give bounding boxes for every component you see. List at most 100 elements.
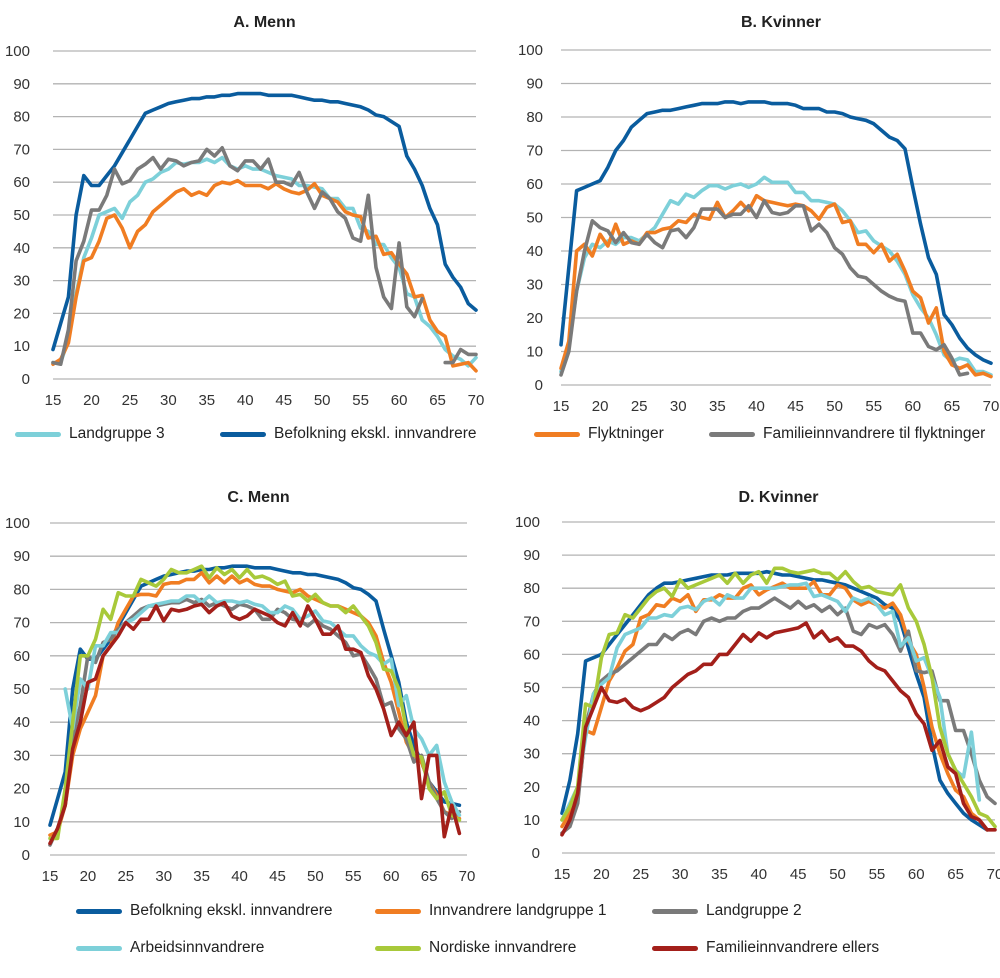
x-tick-label: 40 (748, 398, 765, 415)
series-line-arbeidsinnvandrere (560, 581, 982, 822)
legend-item: Befolkning ekskl. innvandrere (76, 902, 332, 920)
y-tick-label: 40 (523, 713, 540, 730)
x-tick-label: 50 (826, 398, 843, 415)
x-tick-label: 15 (554, 866, 571, 883)
x-tick-label: 45 (275, 392, 292, 409)
series-line-familieinnvandrere-ellers (560, 621, 997, 837)
x-tick-label: 40 (231, 868, 248, 885)
x-tick-label: 60 (391, 392, 408, 409)
legend-item: Flyktninger (534, 425, 664, 443)
x-tick-label: 55 (869, 866, 886, 883)
series-line-landgruppe-3 (559, 175, 993, 377)
y-tick-label: 100 (518, 42, 543, 59)
legend-label: Familieinnvandrere til flyktninger (763, 425, 986, 442)
x-tick-label: 40 (750, 866, 767, 883)
legend-label: Nordiske innvandrere (429, 939, 577, 956)
x-tick-label: 55 (865, 398, 882, 415)
panel-a-title: A. Menn (233, 14, 296, 31)
x-tick-label: 20 (592, 398, 609, 415)
x-tick-label: 45 (787, 398, 804, 415)
legend-swatch (15, 431, 61, 437)
y-tick-label: 30 (13, 273, 30, 290)
y-tick-label: 10 (523, 812, 540, 829)
y-tick-label: 0 (22, 371, 30, 388)
y-tick-label: 50 (526, 210, 543, 227)
series-line-flyktninger (559, 193, 993, 379)
y-tick-label: 0 (22, 847, 30, 864)
chart-a: 0 10 20 30 40 50 60 70 80 90 100 15 20 25 30 35 40 45 50 55… (5, 43, 485, 409)
y-tick-label: 20 (13, 305, 30, 322)
series-line-innvandrere-landgruppe-1 (560, 579, 989, 832)
x-tick-label: 40 (237, 392, 254, 409)
y-tick-label: 70 (13, 615, 30, 632)
x-tick-label: 35 (193, 868, 210, 885)
legend-swatch (534, 431, 580, 437)
x-tick-label: 65 (421, 868, 438, 885)
x-tick-label: 35 (711, 866, 728, 883)
y-tick-label: 70 (13, 141, 30, 158)
x-tick-label: 60 (904, 398, 921, 415)
legend-item: Familieinnvandrere ellers (652, 939, 879, 957)
legend-label: Landgruppe 2 (706, 902, 802, 919)
x-tick-label: 30 (160, 392, 177, 409)
panel-d: D. Kvinner 0 10 20 30 40 50 60 70 80 90 100 15 20 25 3… (500, 480, 1000, 883)
panel-d-title: D. Kvinner (738, 489, 819, 506)
y-tick-label: 60 (13, 174, 30, 191)
x-tick-label: 70 (987, 866, 1000, 883)
x-tick-label: 15 (42, 868, 59, 885)
series-line-innvandrere-landgruppe-1 (48, 571, 462, 837)
y-tick-label: 70 (526, 143, 543, 160)
y-tick-label: 90 (13, 548, 30, 565)
legend-label: Landgruppe 3 (69, 425, 165, 442)
legend-label: Befolkning ekskl. innvandrere (130, 902, 333, 919)
y-tick-label: 30 (523, 746, 540, 763)
y-tick-label: 50 (13, 681, 30, 698)
y-tick-label: 80 (526, 109, 543, 126)
x-tick-label: 60 (383, 868, 400, 885)
legend-swatch (220, 431, 266, 437)
chart-d: 0 10 20 30 40 50 60 70 80 90 100 15 20 25 30 35 40 45 50 55… (515, 514, 1000, 883)
y-tick-label: 10 (13, 814, 30, 831)
x-tick-label: 25 (632, 866, 649, 883)
x-tick-label: 15 (45, 392, 62, 409)
panel-a: A. Menn 0 10 20 30 40 50 60 70 80 90 100 15 20 25 30 35… (0, 0, 500, 420)
x-tick-label: 70 (468, 392, 485, 409)
series-line-flyktninger (51, 178, 478, 373)
panel-c-title: C. Menn (227, 489, 290, 506)
legend-item: Befolkning ekskl. innvandrere (220, 425, 476, 443)
x-tick-label: 65 (429, 392, 446, 409)
x-tick-label: 50 (829, 866, 846, 883)
legend-label: Befolkning ekskl. innvandrere (274, 425, 477, 442)
legend-item: Landgruppe 3 (15, 425, 165, 443)
x-tick-label: 65 (944, 398, 961, 415)
x-tick-label: 15 (553, 398, 570, 415)
legend-item: Arbeidsinnvandrere (76, 939, 264, 957)
legend-swatch (76, 945, 122, 951)
x-tick-label: 25 (631, 398, 648, 415)
y-tick-label: 100 (5, 515, 30, 532)
legend-item: Landgruppe 2 (652, 902, 802, 920)
panel-c: C. Menn 0 10 20 30 40 50 60 70 80 90 100 15 20 25 30 35… (0, 480, 500, 885)
legend-item: Innvandrere landgruppe 1 (375, 902, 607, 920)
y-tick-label: 80 (523, 580, 540, 597)
y-tick-label: 100 (515, 514, 540, 531)
x-tick-label: 50 (307, 868, 324, 885)
legend-swatch (375, 908, 421, 914)
y-tick-label: 60 (13, 648, 30, 665)
y-tick-label: 50 (13, 207, 30, 224)
series-line-landgruppe-2 (560, 596, 997, 835)
legend-bottom: Befolkning ekskl. innvandrere Innvandrer… (0, 902, 1000, 972)
series-line-familieinnvandrere-ellers (48, 600, 462, 846)
legend-swatch (652, 908, 698, 914)
series-line-familieinnvandrere-til-flyktninger (559, 198, 970, 377)
legend-top: Landgruppe 3 Befolkning ekskl. innvandre… (0, 425, 1000, 455)
legend-label: Familieinnvandrere ellers (706, 939, 880, 956)
series-line-familieinnvandrere-til-flyktninger (51, 146, 478, 366)
x-tick-label: 20 (593, 866, 610, 883)
series-line-nordiske-innvandrere (48, 564, 462, 841)
legend-swatch (375, 945, 421, 951)
x-tick-label: 30 (670, 398, 687, 415)
y-tick-label: 60 (523, 646, 540, 663)
y-tick-label: 100 (5, 43, 30, 60)
x-tick-label: 25 (122, 392, 139, 409)
